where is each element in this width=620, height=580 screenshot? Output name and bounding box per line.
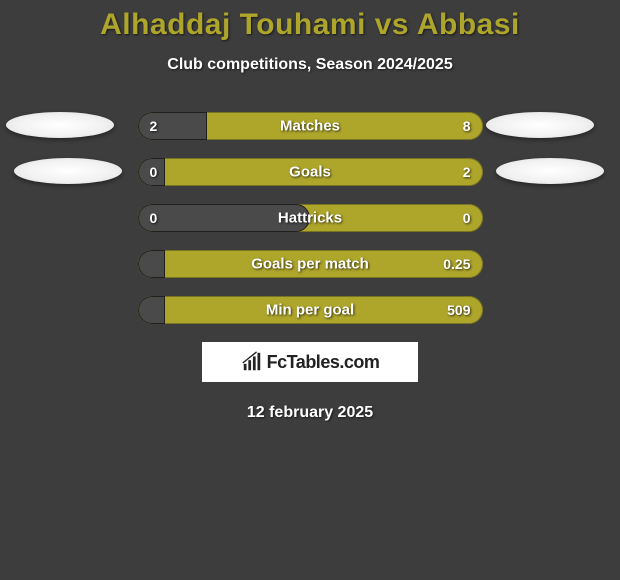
stat-label: Matches	[280, 118, 340, 135]
stat-bar: 0 Hattricks 0	[138, 204, 483, 232]
stat-bar-left	[138, 112, 207, 140]
stat-row: 0 Goals 2	[0, 158, 620, 186]
page-title: Alhaddaj Touhami vs Abbasi	[0, 8, 620, 42]
comparison-card: Alhaddaj Touhami vs Abbasi Club competit…	[0, 0, 620, 422]
stat-row: 0 Hattricks 0	[0, 204, 620, 232]
logo-text: FcTables.com	[267, 352, 380, 373]
stat-label: Hattricks	[278, 210, 342, 227]
subtitle: Club competitions, Season 2024/2025	[0, 56, 620, 74]
stat-bar: Goals per match 0.25	[138, 250, 483, 278]
logo-box: FcTables.com	[202, 342, 418, 382]
bar-chart-icon	[241, 351, 263, 373]
stat-label: Goals	[289, 164, 331, 181]
stat-value-right: 0	[463, 210, 471, 226]
stat-bar-left	[138, 296, 166, 324]
stat-row: 2 Matches 8	[0, 112, 620, 140]
stat-bar: 0 Goals 2	[138, 158, 483, 186]
stat-row: Min per goal 509	[0, 296, 620, 324]
stat-bar-left	[138, 250, 166, 278]
stat-label: Min per goal	[266, 302, 354, 319]
date-text: 12 february 2025	[0, 404, 620, 422]
stat-row: Goals per match 0.25	[0, 250, 620, 278]
stat-value-left: 2	[150, 118, 158, 134]
stats-section: 2 Matches 8 0 Goals 2 0 Hattricks 0 Goals per mat…	[0, 112, 620, 324]
stat-value-right: 8	[463, 118, 471, 134]
stat-bar: 2 Matches 8	[138, 112, 483, 140]
stat-label: Goals per match	[251, 256, 369, 273]
stat-value-left: 0	[150, 164, 158, 180]
stat-value-left: 0	[150, 210, 158, 226]
stat-value-right: 509	[447, 302, 470, 318]
stat-bar: Min per goal 509	[138, 296, 483, 324]
stat-value-right: 2	[463, 164, 471, 180]
stat-value-right: 0.25	[443, 256, 470, 272]
